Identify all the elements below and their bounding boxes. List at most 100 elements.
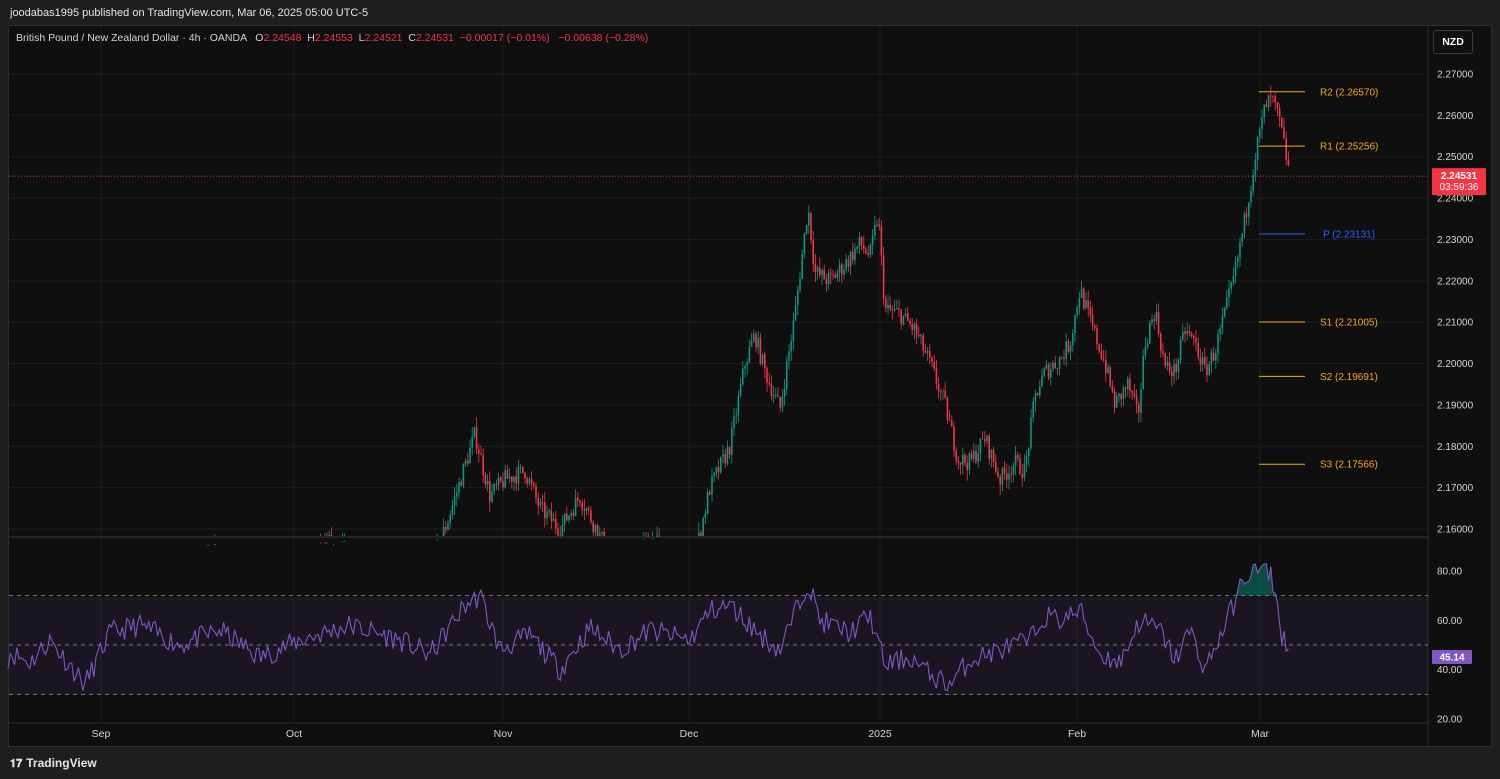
candle-body xyxy=(845,259,847,270)
time-tick: Sep xyxy=(92,728,111,740)
candle-body xyxy=(931,357,933,363)
candle-body xyxy=(832,274,834,276)
candle-body xyxy=(332,544,335,546)
candle-body xyxy=(794,305,797,321)
candle-body xyxy=(519,466,522,468)
candle-body xyxy=(1003,467,1006,474)
candle-body xyxy=(786,360,788,389)
candle-body xyxy=(1287,159,1290,165)
candle-body xyxy=(1270,95,1272,97)
price-tick: 2.21000 xyxy=(1437,318,1474,329)
candle-body xyxy=(792,320,795,342)
candle-body xyxy=(1043,368,1045,376)
tradingview-logo[interactable]: 𝟏𝟕 TradingView xyxy=(10,756,97,771)
candle-body xyxy=(1272,96,1274,98)
low-value: 2.24521 xyxy=(364,32,403,44)
rsi-axis[interactable]: 80.00 60.00 40.00 20.00 xyxy=(1437,567,1462,726)
candle-body xyxy=(854,248,856,261)
pivot-label: R2 (2.26570) xyxy=(1320,87,1378,98)
candle-body xyxy=(946,397,949,421)
candle-body xyxy=(772,395,775,397)
candle-body xyxy=(447,522,449,531)
candle-body xyxy=(643,538,645,540)
candle-body xyxy=(1131,390,1133,393)
candle-body xyxy=(456,492,458,497)
candle-body xyxy=(706,492,709,514)
candle-body xyxy=(935,368,938,384)
low-label: L xyxy=(358,32,365,44)
candle-body xyxy=(1105,359,1107,373)
candle-body xyxy=(907,313,909,321)
candle-body xyxy=(568,515,570,521)
candle-body xyxy=(462,464,465,486)
candle-body xyxy=(1094,325,1096,328)
candle-body xyxy=(572,512,575,516)
candle-body xyxy=(555,518,557,529)
candle-body xyxy=(1017,455,1019,458)
candle-body xyxy=(1122,387,1125,400)
open-label: O xyxy=(255,32,264,44)
candle-body xyxy=(977,453,979,462)
candle-body xyxy=(904,313,907,316)
candle-body xyxy=(986,435,988,442)
candle-body xyxy=(1116,396,1118,408)
rsi-value-badge xyxy=(1432,649,1472,664)
candle-body xyxy=(790,341,792,352)
candle-body xyxy=(533,483,535,487)
price-tick: 2.20000 xyxy=(1437,359,1474,370)
symbol-legend[interactable]: British Pound / New Zealand Dollar · 4h … xyxy=(16,32,648,44)
candle-body xyxy=(330,535,333,536)
candle-body xyxy=(1230,282,1232,289)
time-axis[interactable]: Sep Oct Nov Dec 2025 Feb Mar xyxy=(92,728,1270,740)
time-tick: Oct xyxy=(286,728,302,740)
candle-body xyxy=(1182,331,1184,340)
candle-body xyxy=(535,486,537,498)
candle-body xyxy=(997,471,999,477)
candle-body xyxy=(926,350,929,353)
candle-body xyxy=(577,497,579,501)
candle-body xyxy=(1014,455,1017,467)
candle-body xyxy=(1109,366,1111,386)
candle-body xyxy=(1100,350,1103,360)
candle-body xyxy=(1135,396,1138,405)
price-axis[interactable]: 2.27000 2.26000 2.25000 2.24000 2.23000 2.220… xyxy=(1437,70,1474,536)
currency-button[interactable]: NZD xyxy=(1433,30,1473,54)
candle-body xyxy=(1234,261,1237,277)
candle-body xyxy=(898,308,900,310)
publish-info: joodabas1995 published on TradingView.co… xyxy=(10,7,369,19)
candle-body xyxy=(1069,345,1072,352)
candle-body xyxy=(1045,364,1048,369)
candle-body xyxy=(478,449,480,454)
candle-body xyxy=(1157,312,1160,334)
candle-body xyxy=(753,333,755,342)
candle-body xyxy=(995,462,997,472)
candle-body xyxy=(849,251,852,267)
candle-body xyxy=(970,453,973,459)
candle-body xyxy=(918,334,920,337)
candle-body xyxy=(563,513,566,525)
candle-body xyxy=(1102,359,1105,360)
candle-body xyxy=(596,524,599,536)
symbol-name[interactable]: British Pound / New Zealand Dollar · 4h … xyxy=(16,32,247,44)
candle-body xyxy=(603,531,605,536)
candle-body xyxy=(722,454,724,457)
candle-body xyxy=(777,394,779,397)
candle-body xyxy=(823,269,825,280)
candle-body xyxy=(836,272,839,278)
candle-body xyxy=(770,383,773,397)
candle-body xyxy=(951,420,953,427)
candle-body xyxy=(1153,319,1155,322)
candle-body xyxy=(838,264,841,273)
candle-body xyxy=(1212,352,1215,361)
candle-body xyxy=(1118,393,1120,397)
candle-body xyxy=(1072,333,1074,346)
candle-body xyxy=(592,522,594,533)
candle-body xyxy=(436,539,438,541)
candle-body xyxy=(1241,233,1243,243)
candle-body xyxy=(964,454,966,464)
candle-body xyxy=(471,436,473,448)
candle-body xyxy=(500,477,502,482)
candle-body xyxy=(1151,319,1153,323)
candle-body xyxy=(566,513,568,521)
